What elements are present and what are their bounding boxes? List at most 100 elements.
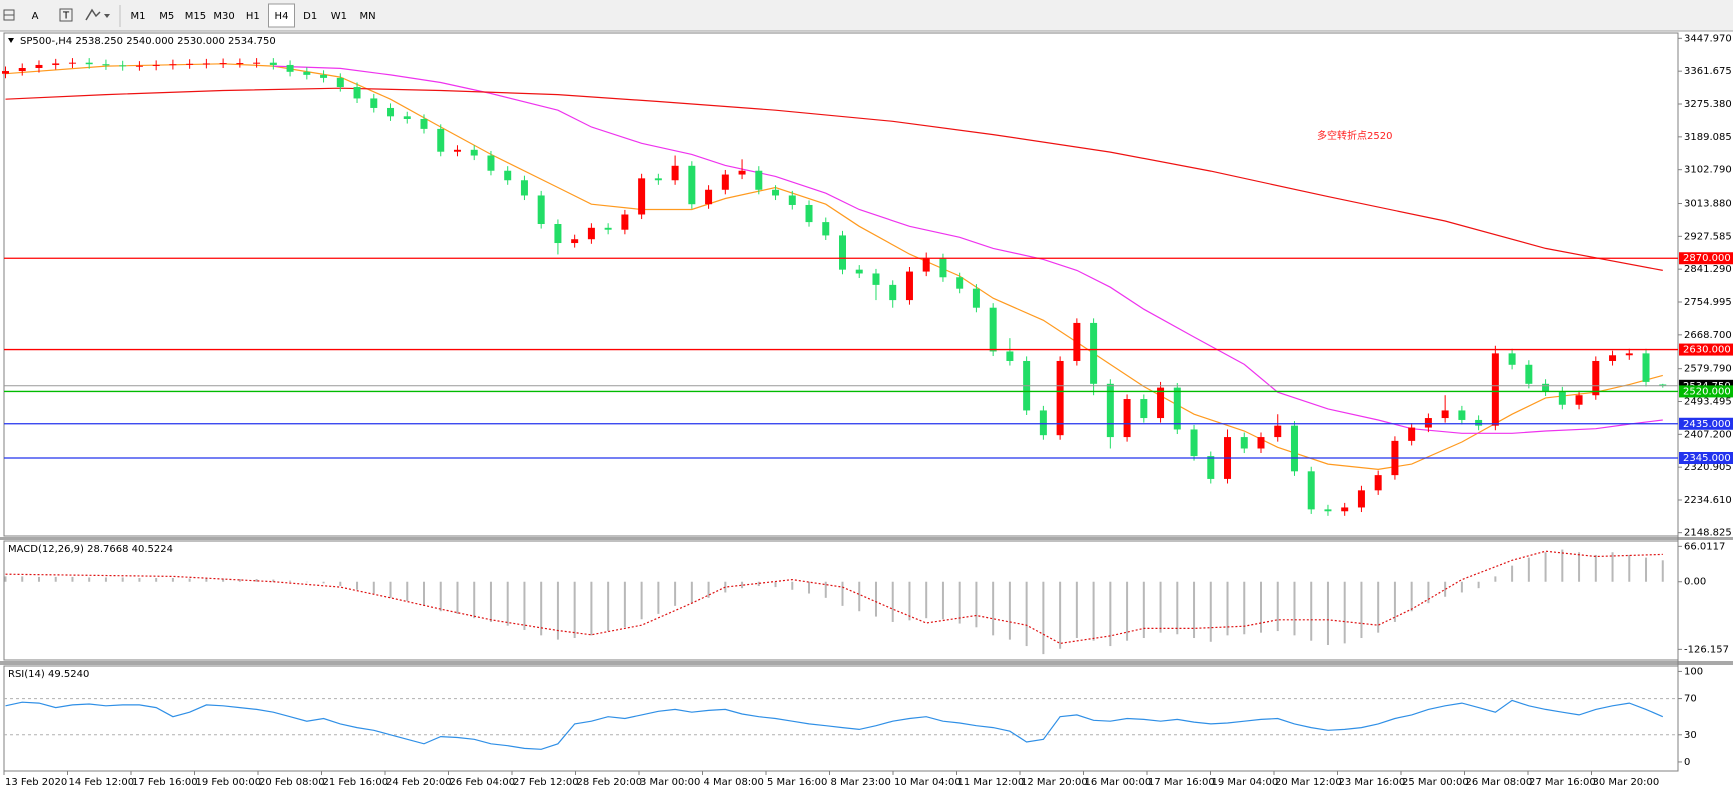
candle-body [671, 165, 679, 181]
x-tick-label: 26 Feb 04:00 [450, 777, 516, 788]
x-tick-label: 4 Mar 08:00 [704, 777, 764, 788]
timeframe-button[interactable]: MN [360, 11, 376, 22]
macd-bar [305, 581, 308, 583]
macd-bar [1410, 581, 1413, 612]
arrows-icon[interactable] [85, 8, 101, 21]
dropdown-icon[interactable] [104, 14, 110, 18]
timeframe-button[interactable]: M30 [213, 11, 234, 22]
macd-bar [1645, 557, 1648, 582]
y-tick-label: 2927.585 [1684, 231, 1732, 242]
timeframe-button[interactable]: M15 [185, 11, 206, 22]
macd-bar [188, 578, 191, 582]
indicator-label: MACD(12,26,9) 28.7668 40.5224 [8, 544, 173, 555]
toolbar: T A M1 M5 M15 M30 H1 H4 D1 W1 MN [0, 0, 1733, 32]
candle-body [905, 271, 913, 301]
timeframe-button[interactable]: D1 [303, 11, 317, 22]
indicator-label: RSI(14) 49.5240 [8, 669, 89, 680]
candle-body [1525, 364, 1533, 384]
text-label-icon[interactable] [59, 8, 73, 22]
macd-bar [1042, 581, 1045, 655]
macd-bar [439, 581, 442, 612]
candle-body [353, 87, 361, 99]
candle-body [370, 98, 378, 108]
macd-bar [607, 581, 610, 632]
candle-body [1056, 360, 1064, 436]
candle-body [1642, 353, 1650, 382]
tool-icon[interactable] [3, 9, 15, 21]
candle-body [587, 227, 595, 240]
macd-bar [1343, 581, 1346, 644]
candle-body [1341, 507, 1349, 512]
candle-body [186, 63, 194, 65]
candle-body [269, 62, 277, 65]
candle-body [788, 195, 796, 205]
macd-bar [54, 576, 57, 582]
macd-bar [1142, 581, 1145, 639]
candle-body [638, 178, 646, 215]
level-label: 2630.000 [1683, 345, 1731, 356]
timeframe-button[interactable]: M5 [159, 11, 174, 22]
timeframe-button[interactable]: W1 [331, 11, 347, 22]
timeframe-button[interactable]: M1 [131, 11, 146, 22]
macd-bar [1193, 581, 1196, 639]
macd-bar [406, 581, 409, 602]
candle-body [989, 307, 997, 352]
macd-bar [640, 581, 643, 620]
y-tick-label: 2668.700 [1684, 330, 1732, 341]
macd-bar [456, 581, 459, 614]
annotation: 多空转折点2520 [1317, 129, 1392, 142]
x-tick-label: 17 Mar 16:00 [1148, 777, 1215, 788]
candle-body [839, 235, 846, 270]
y-tick-label: 2148.825 [1684, 528, 1732, 539]
macd-bar [1360, 581, 1363, 639]
y-tick-label: 100 [1684, 666, 1703, 677]
candle-body [604, 227, 612, 230]
macd-bar [138, 577, 141, 582]
y-tick-label: 2493.495 [1684, 397, 1732, 408]
candle-body [654, 178, 662, 181]
level-label: 2435.000 [1683, 419, 1731, 430]
macd-bar [322, 581, 325, 584]
x-tick-label: 19 Feb 00:00 [196, 777, 262, 788]
timeframe-button[interactable]: H4 [275, 11, 289, 22]
macd-bar [975, 581, 978, 628]
candle-body [738, 170, 746, 175]
candle-body [1106, 383, 1114, 438]
tool-button[interactable]: A [32, 11, 39, 22]
candle-body [1374, 475, 1382, 491]
macd-bar [1293, 581, 1296, 636]
candle-body [1575, 395, 1583, 405]
x-tick-label: 8 Mar 23:00 [831, 777, 891, 788]
macd-bar [741, 581, 744, 589]
macd-bar [590, 581, 593, 636]
level-box [1679, 252, 1733, 265]
candle-body [922, 258, 930, 272]
y-tick-label: 3361.675 [1684, 66, 1732, 77]
chart-area: 3447.970 3361.675 3275.380 3189.085 3102.790… [0, 32, 1733, 788]
x-tick-label: 20 Mar 12:00 [1275, 777, 1342, 788]
candle-body [119, 65, 127, 67]
macd-bar [1310, 581, 1313, 641]
macd-bar [724, 581, 727, 593]
moving-average [5, 87, 1663, 271]
active-timeframe [268, 3, 295, 28]
candle-body [68, 62, 76, 64]
macd-bar [1126, 581, 1129, 641]
candle-body [286, 64, 294, 72]
x-tick-label: 5 Mar 16:00 [767, 777, 827, 788]
macd-bar [992, 581, 995, 636]
signal-line [5, 550, 1663, 645]
candle-body [889, 284, 897, 301]
candle-body [688, 165, 696, 205]
macd-bar [1527, 557, 1530, 582]
candle-body [437, 128, 445, 152]
candle-body [1508, 353, 1516, 365]
macd-bar [1025, 581, 1028, 647]
timeframe-button[interactable]: H1 [246, 11, 260, 22]
macd-bar [908, 581, 911, 621]
candle-body [1625, 353, 1633, 356]
macd-bar [1109, 581, 1112, 647]
macd-bar [1594, 554, 1597, 582]
y-tick-label: 3102.790 [1684, 165, 1732, 176]
macd-bar [757, 581, 760, 587]
